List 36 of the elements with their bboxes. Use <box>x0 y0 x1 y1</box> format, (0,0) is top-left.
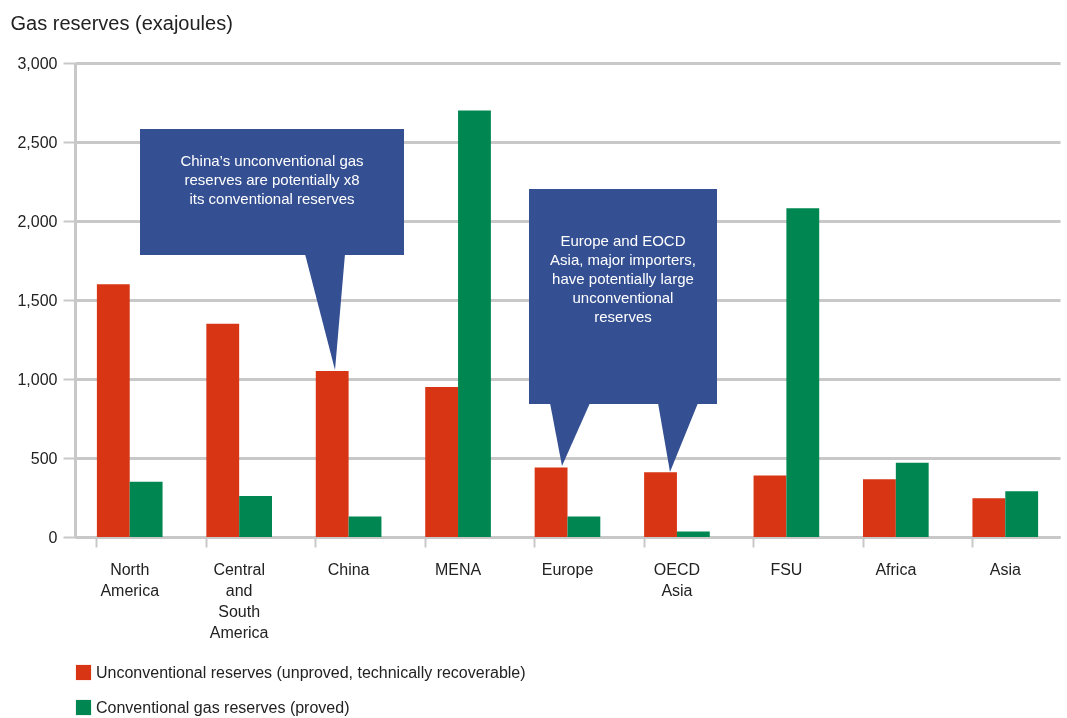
x-tick-label: Africa <box>875 560 917 578</box>
legend-label: Unconventional reserves (unproved, technically recoverable) <box>96 663 526 681</box>
bar <box>96 284 130 537</box>
y-tick-label: 3,000 <box>17 54 58 72</box>
y-tick-label: 500 <box>30 449 58 467</box>
bar <box>239 495 272 537</box>
bar <box>206 323 240 537</box>
bar <box>753 475 787 537</box>
bar <box>972 498 1006 537</box>
bar <box>895 462 929 537</box>
y-tick-label: 2,000 <box>17 212 58 230</box>
bar <box>348 516 382 537</box>
legend-label: Conventional gas reserves (proved) <box>96 698 350 716</box>
y-tick-label: 1,000 <box>17 370 58 388</box>
x-tick-label: Europe <box>541 560 594 578</box>
bar <box>129 481 163 537</box>
x-tick-label: FSU <box>770 560 803 578</box>
y-tick-label: 2,500 <box>17 133 58 151</box>
bar <box>458 110 491 537</box>
x-tick-label: OECD Asia <box>653 560 701 599</box>
x-tick-label: Asia <box>989 560 1021 578</box>
x-tick-label: Central and South America <box>209 560 269 641</box>
y-axis-title: Gas reserves (exajoules) <box>10 11 233 34</box>
y-tick-label: 1,500 <box>17 291 58 309</box>
bar <box>1005 491 1039 537</box>
x-tick-label: North America <box>100 560 160 599</box>
bar <box>567 516 601 537</box>
y-tick-label: 0 <box>48 528 58 546</box>
x-tick-label: China <box>327 560 370 578</box>
annotation: Europe and EOCD Asia, major importers, have potentially large unconventional reserves <box>549 231 697 326</box>
bar <box>676 531 710 537</box>
x-tick-label: MENA <box>434 560 482 578</box>
bar <box>425 386 459 537</box>
annotation: China’s unconventional gas reserves are potentially x8 its conventional reserves <box>179 151 365 208</box>
bar <box>863 479 896 537</box>
bar <box>786 208 820 537</box>
